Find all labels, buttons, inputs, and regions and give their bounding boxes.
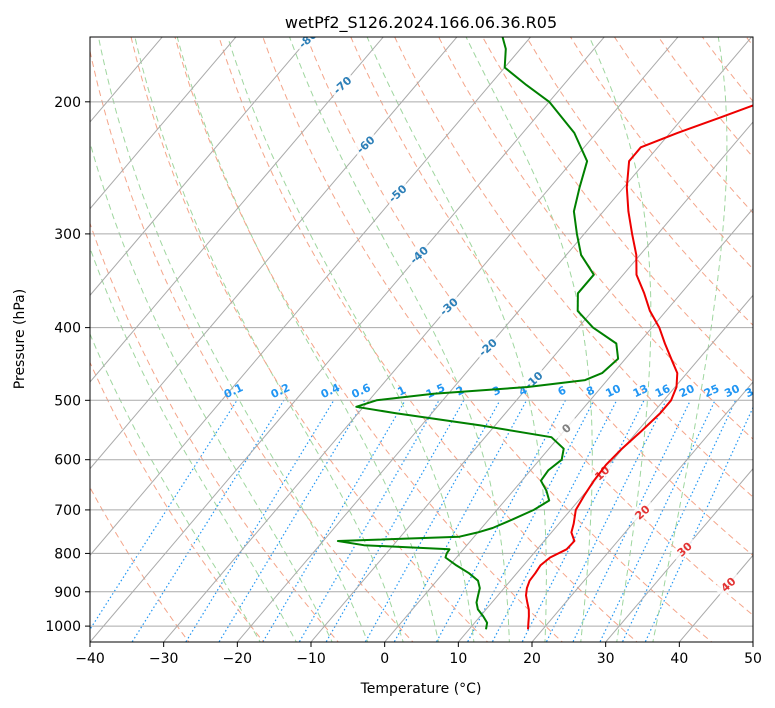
x-tick-label: −30 xyxy=(149,651,179,667)
y-tick-label: 1000 xyxy=(45,619,81,635)
isotherm-line xyxy=(310,121,753,642)
x-tick-label: −10 xyxy=(296,651,326,667)
profile-series xyxy=(336,37,753,630)
isotherm-label-backing xyxy=(670,535,699,563)
isotherm-label-backing xyxy=(551,414,580,442)
isotherm-label-backing xyxy=(351,130,380,158)
y-tick-label: 200 xyxy=(54,95,81,111)
mixing-ratio-label: 10 xyxy=(604,382,624,400)
mixing-ratio-line xyxy=(364,400,501,642)
dewpoint-line xyxy=(336,37,620,630)
y-tick-label: 300 xyxy=(54,227,81,243)
isotherm-line xyxy=(236,37,753,642)
dry-adiabat-line xyxy=(613,37,753,214)
mixing-ratio-line xyxy=(131,399,285,642)
dry-adiabat-line xyxy=(90,221,339,642)
mixing-ratio-line xyxy=(599,400,716,642)
isotherm-label-backing xyxy=(293,37,322,53)
x-tick-label: −20 xyxy=(223,651,253,667)
isotherm-line xyxy=(163,37,679,642)
isotherm-label-backing xyxy=(404,241,433,269)
mixing-ratio-line xyxy=(521,400,645,642)
chart-title: wetPf2_S126.2024.166.06.36.R05 xyxy=(285,13,557,33)
isotherm-line xyxy=(90,37,458,470)
x-tick-label: 40 xyxy=(670,651,688,667)
isotherms xyxy=(90,37,753,642)
moist-adiabat-line xyxy=(97,37,369,642)
mixing-ratio-label: 30 xyxy=(722,382,742,400)
dry-adiabat-line xyxy=(218,37,638,642)
y-tick-label: 400 xyxy=(54,321,81,337)
dry-adiabat-line xyxy=(394,37,753,498)
dry-adiabat-line xyxy=(350,37,753,557)
mixing-ratio-line xyxy=(325,400,465,642)
mixing-ratio-line xyxy=(90,399,238,631)
y-tick-label: 500 xyxy=(54,393,81,409)
isotherm-line xyxy=(384,207,753,642)
mixing-ratio-label: 16 xyxy=(653,382,673,400)
x-tick-label: 10 xyxy=(449,651,467,667)
mixing-ratio-line xyxy=(621,400,737,642)
x-tick-label: 20 xyxy=(523,651,541,667)
isotherm-label-backing xyxy=(434,292,463,320)
mixing-ratio-labels: 0.1 0.2 0.4 0.6 1 1.5 2 3 4 6 8 10 13 16 20 25 30 36 xyxy=(222,381,763,401)
isotherm-label-backing xyxy=(713,570,742,598)
mixing-ratio-label: 25 xyxy=(702,382,721,400)
moist-adiabat-line xyxy=(90,140,333,642)
mixing-ratio-line xyxy=(262,400,406,642)
mixing-ratio-line xyxy=(545,400,667,642)
x-tick-label: 50 xyxy=(744,651,762,667)
isotherm-label-backing xyxy=(627,498,656,526)
y-axis-ticks: 1002003004005006007008009001000 xyxy=(45,95,90,635)
y-tick-label: 800 xyxy=(54,546,81,562)
dry-adiabat-line xyxy=(174,37,564,642)
y-tick-label: 600 xyxy=(54,453,81,469)
isotherm-line xyxy=(90,37,384,383)
temperature-line xyxy=(525,104,753,630)
dry-adiabat-line xyxy=(438,37,753,440)
mixing-ratio-line xyxy=(644,406,753,642)
isotherm-line xyxy=(90,37,311,297)
isotherm-line xyxy=(605,467,753,642)
isotherm-line xyxy=(457,294,753,642)
x-axis-title: Temperature (°C) xyxy=(360,681,482,697)
mixing-ratio-line xyxy=(298,400,440,642)
x-axis-ticks: −40 −30 −20 −10 0 10 20 30 40 50 xyxy=(75,642,762,667)
x-tick-label: 30 xyxy=(597,651,615,667)
isotherm-label-backing xyxy=(383,179,412,207)
mixing-ratio-line xyxy=(572,400,691,642)
x-tick-label: −40 xyxy=(75,651,105,667)
y-tick-label: 700 xyxy=(54,503,81,519)
mixing-ratio-label: 20 xyxy=(677,382,697,400)
isotherm-label-backing xyxy=(473,333,502,361)
plot-area: -100-90-80-70-60-50-40-30-20-10010203040… xyxy=(90,37,763,642)
y-axis-title: Pressure (hPa) xyxy=(12,289,28,389)
plot-frame xyxy=(89,36,754,643)
isotherm-label-backing xyxy=(328,71,357,99)
x-tick-label: 0 xyxy=(380,651,389,667)
mixing-ratio-label: 36 xyxy=(743,382,763,400)
mixing-ratio-line xyxy=(491,400,618,642)
isotherm-line xyxy=(90,37,532,557)
mixing-ratio-label: 13 xyxy=(631,382,650,400)
y-tick-label: 900 xyxy=(54,585,81,601)
